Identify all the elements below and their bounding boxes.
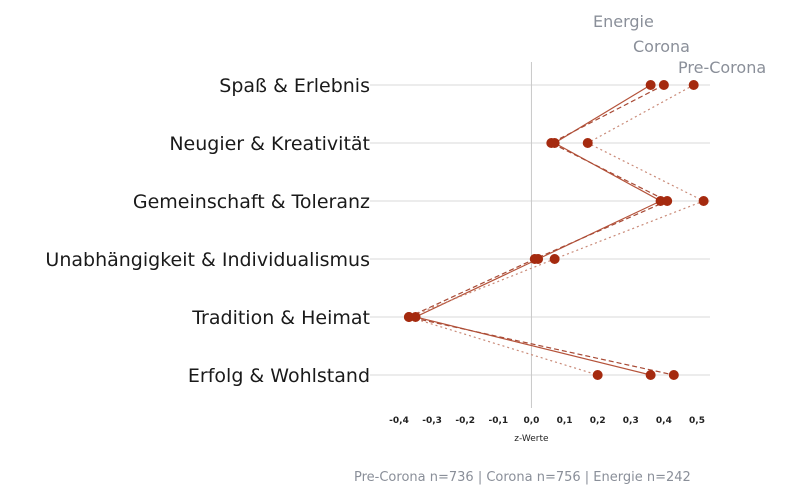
series-line-pre-corona bbox=[407, 84, 706, 376]
x-tick-label: 0,2 bbox=[590, 416, 606, 426]
data-point-pre-corona bbox=[582, 138, 593, 148]
x-tick-label: 0,4 bbox=[656, 416, 672, 426]
gridlines bbox=[370, 84, 710, 376]
x-tick-label: 0,0 bbox=[523, 416, 539, 426]
data-point-pre-corona bbox=[549, 254, 560, 264]
data-point-corona bbox=[658, 80, 669, 90]
data-point-pre-corona bbox=[592, 370, 603, 380]
data-point-corona bbox=[546, 138, 557, 148]
category-label: Neugier & Kreativität bbox=[169, 133, 370, 155]
legend: Energie Corona Pre-Corona bbox=[593, 12, 766, 77]
category-label: Gemeinschaft & Toleranz bbox=[133, 191, 370, 213]
category-label: Unabhängigkeit & Individualismus bbox=[45, 249, 370, 271]
data-point-energie bbox=[645, 370, 656, 380]
data-point-corona bbox=[529, 254, 540, 264]
data-point-pre-corona bbox=[698, 196, 709, 206]
series-line-corona bbox=[407, 84, 674, 376]
x-tick-label: -0,3 bbox=[422, 416, 442, 426]
data-point-pre-corona bbox=[403, 312, 414, 322]
data-point-corona bbox=[662, 196, 673, 206]
x-tick-label: -0,1 bbox=[488, 416, 508, 426]
x-tick-label: -0,2 bbox=[455, 416, 475, 426]
category-label: Erfolg & Wohlstand bbox=[188, 365, 370, 387]
x-axis: -0,4 -0,3 -0,2 -0,1 0,0 0,1 0,2 0,3 0,4 0,5 z-Wert… bbox=[389, 62, 705, 444]
x-tick-label: -0,4 bbox=[389, 416, 409, 426]
legend-entry: Corona bbox=[633, 37, 690, 56]
sample-size-footnote: Pre-Corona n=736 | Corona n=756 | Energi… bbox=[354, 470, 691, 485]
x-tick-label: 0,1 bbox=[557, 416, 573, 426]
category-label: Tradition & Heimat bbox=[191, 307, 370, 329]
series-lines bbox=[407, 84, 706, 376]
x-tick-label: 0,5 bbox=[689, 416, 705, 426]
category-label: Spaß & Erlebnis bbox=[219, 75, 370, 97]
category-labels: Spaß & Erlebnis Neugier & Kreativität Geme… bbox=[45, 75, 370, 387]
data-point-pre-corona bbox=[688, 80, 699, 90]
legend-entry: Pre-Corona bbox=[678, 58, 766, 77]
series-line-energie bbox=[413, 84, 662, 376]
series-points bbox=[403, 80, 709, 380]
x-tick-label: 0,3 bbox=[623, 416, 639, 426]
data-point-energie bbox=[645, 80, 656, 90]
data-point-corona bbox=[668, 370, 679, 380]
x-axis-title: z-Werte bbox=[514, 434, 549, 444]
legend-entry: Energie bbox=[593, 12, 654, 31]
